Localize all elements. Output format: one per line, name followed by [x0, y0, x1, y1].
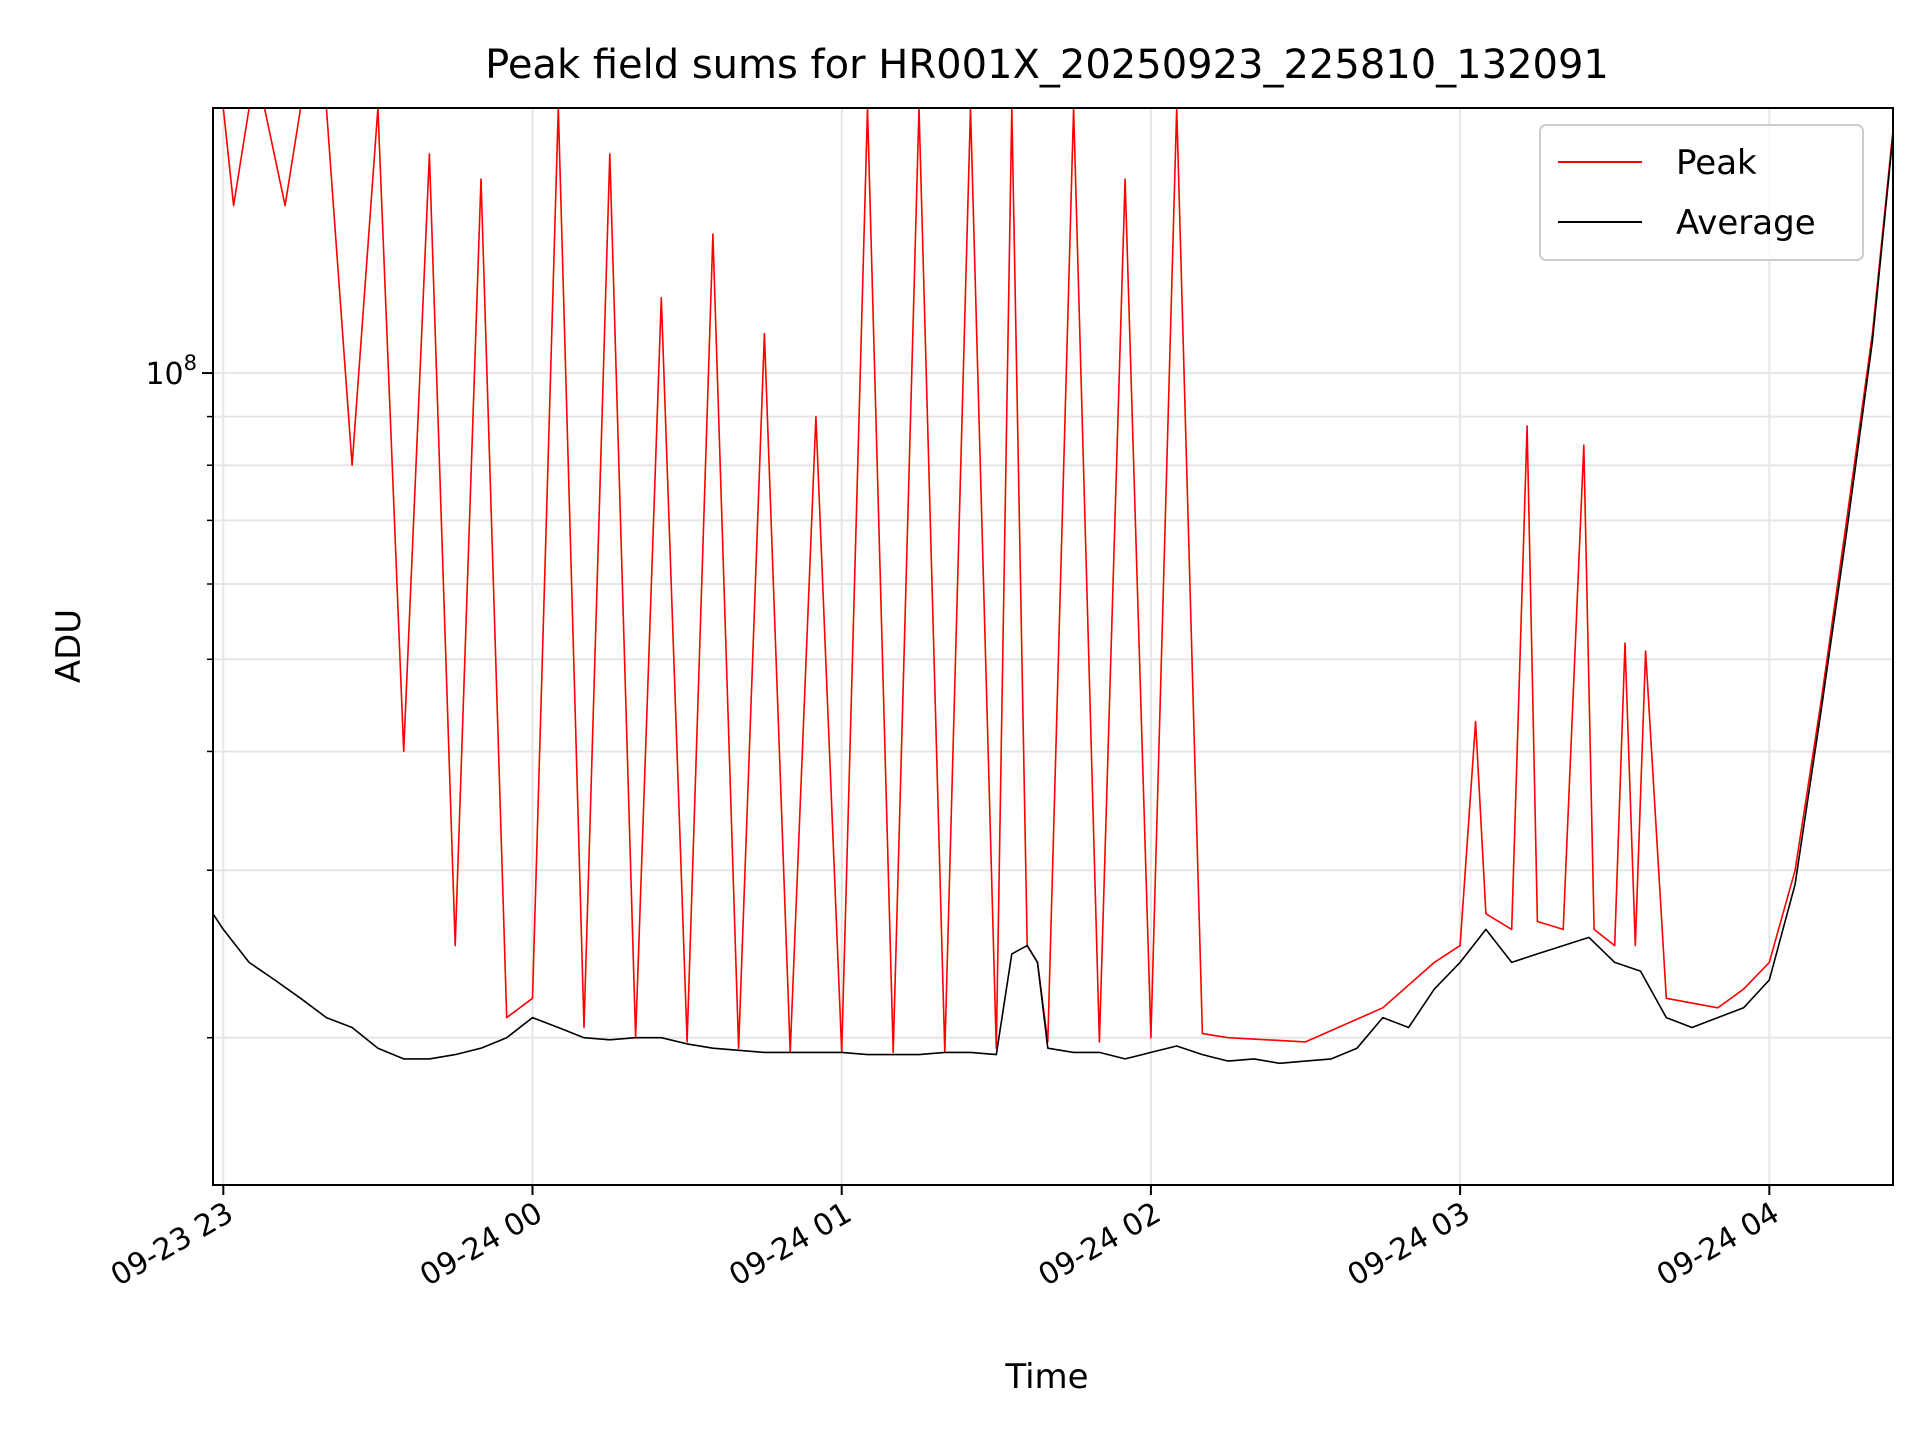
legend-box	[1539, 124, 1864, 261]
y-axis-label: ADU	[49, 609, 89, 683]
legend: Peak Average	[1539, 124, 1864, 261]
plot-area-frame	[212, 107, 1894, 1186]
series-line-average	[213, 134, 1893, 1065]
series-line-peak	[213, 108, 1893, 1054]
legend-label-average: Average	[1676, 203, 1816, 243]
series-layer	[213, 108, 1893, 1065]
chart-title: Peak field sums for HR001X_20250923_2258…	[485, 42, 1609, 88]
y-tick-label: 108	[145, 351, 197, 392]
x-axis-label: Time	[1004, 1357, 1088, 1397]
legend-label-peak: Peak	[1676, 143, 1757, 183]
